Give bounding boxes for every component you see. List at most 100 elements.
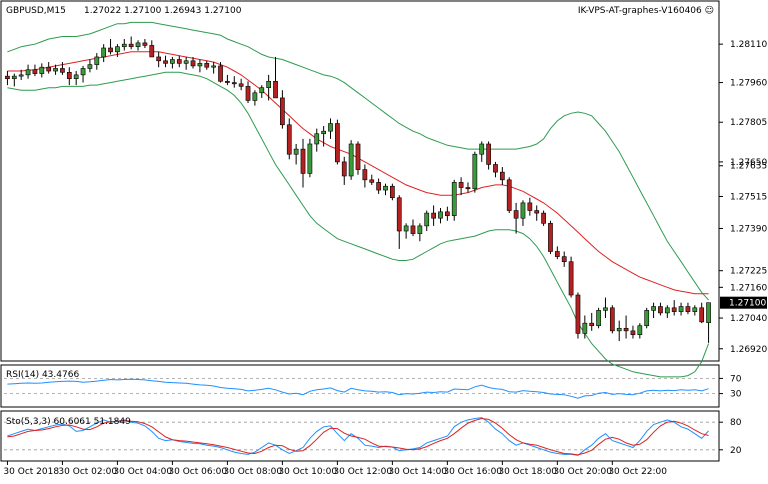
candle-bull <box>252 92 258 101</box>
rsi-axis-label: 70 <box>730 374 742 384</box>
rsi-series-line <box>7 378 709 399</box>
candle-bear <box>506 179 512 211</box>
candle-bull <box>94 56 100 65</box>
candle-bear <box>465 187 471 190</box>
time-axis-label: 30 Oct 16:00 <box>443 467 502 477</box>
price-axis-label: 1.27040 <box>730 314 767 324</box>
candle-bear <box>396 197 402 232</box>
stochastic-series-line <box>7 417 709 456</box>
candle-bull <box>183 60 189 64</box>
price-axis-label: 1.27960 <box>730 79 767 89</box>
candle-bear <box>548 223 553 252</box>
candle-bear <box>66 72 72 80</box>
candle-bear <box>108 47 113 53</box>
candle-bull <box>197 63 203 67</box>
candle-bear <box>376 182 381 191</box>
bollinger_lower-line <box>7 71 710 378</box>
candle-bear <box>493 164 498 173</box>
candle-bear <box>300 148 306 174</box>
rsi-pane-frame <box>0 364 720 408</box>
candle-bear <box>534 210 540 214</box>
candle-bull <box>170 59 175 64</box>
price-axis-label: 1.27160 <box>730 283 767 293</box>
candle-bear <box>286 124 292 155</box>
price-axis-label: 1.26920 <box>730 345 767 355</box>
stochastic-label: Sto(5,3,3) 60.6061 51.1849 <box>6 417 131 427</box>
current-price-tag <box>720 296 767 309</box>
candle-bull <box>403 225 409 232</box>
candle-bull <box>80 68 86 76</box>
candle-bull <box>321 130 326 135</box>
candle-bear <box>630 330 636 335</box>
candle-bear <box>699 307 705 323</box>
candle-bear <box>499 171 505 181</box>
main-pane <box>5 21 711 378</box>
candle-bear <box>142 42 148 46</box>
candle-bull <box>348 143 354 177</box>
time-axis-label: 30 Oct 2018 <box>3 467 59 477</box>
candle-bull <box>706 302 711 323</box>
stochastic-axis-label: 80 <box>730 418 742 428</box>
candle-bear <box>335 123 340 163</box>
candle-bear <box>46 66 52 72</box>
candle-bull <box>18 74 24 77</box>
candle-bear <box>355 143 361 170</box>
candle-bear <box>658 306 663 314</box>
candle-bull <box>87 64 93 69</box>
candle-bear <box>671 307 677 312</box>
candle-bear <box>486 143 491 165</box>
candle-bear <box>218 65 223 82</box>
stochastic-axis-label: 20 <box>730 446 742 456</box>
time-axis-label: 30 Oct 06:00 <box>168 467 227 477</box>
rsi-pane: 70 30 <box>4 374 742 400</box>
candle-bear <box>341 161 347 177</box>
candle-bull <box>616 327 622 332</box>
candle-bull <box>520 202 526 219</box>
candle-bull <box>73 74 79 80</box>
bollinger_upper-line <box>7 21 709 301</box>
time-axis-label: 30 Oct 14:00 <box>388 467 447 477</box>
candle-bear <box>204 63 210 68</box>
candle-bear <box>444 211 450 216</box>
candle-bull <box>115 46 120 53</box>
candle-bull <box>603 307 608 311</box>
candle-bear <box>568 261 574 296</box>
candle-bear <box>60 68 65 73</box>
candle-bull <box>644 310 650 327</box>
time-axis-label: 30 Oct 20:00 <box>553 467 612 477</box>
price-axis-label: 1.27635 <box>730 162 767 172</box>
candle-bear <box>561 256 567 263</box>
candle-bear <box>431 212 436 219</box>
candle-bear <box>369 179 375 183</box>
candle-bear <box>190 60 196 67</box>
rsi-label: RSI(14) 43.4766 <box>6 370 79 380</box>
candle-bear <box>176 59 182 64</box>
price-axis-label: 1.27805 <box>730 118 767 128</box>
candle-bull <box>451 182 457 216</box>
price-axis-label: 1.27390 <box>730 224 767 234</box>
time-axis-label: 30 Oct 02:00 <box>58 467 117 477</box>
candle-bear <box>541 212 546 224</box>
candle-bull <box>438 211 443 219</box>
candle-bear <box>513 210 519 219</box>
candle-bear <box>458 182 464 188</box>
stochastic-pane: 80 20 <box>4 417 742 456</box>
time-axis-label: 30 Oct 10:00 <box>278 467 337 477</box>
candle-bull <box>582 322 588 334</box>
candle-bull <box>25 69 31 76</box>
candle-bear <box>623 327 629 332</box>
time-axis-label: 30 Oct 22:00 <box>608 467 667 477</box>
candle-bull <box>135 42 141 48</box>
time-axis-label: 30 Oct 18:00 <box>498 467 557 477</box>
candle-bull <box>307 143 313 174</box>
candle-bull <box>417 225 423 234</box>
candle-bear <box>238 83 244 87</box>
candle-bull <box>121 43 127 48</box>
price-axis-label: 1.28110 <box>730 40 767 50</box>
candle-bear <box>5 75 10 80</box>
candle-bull <box>383 185 388 191</box>
